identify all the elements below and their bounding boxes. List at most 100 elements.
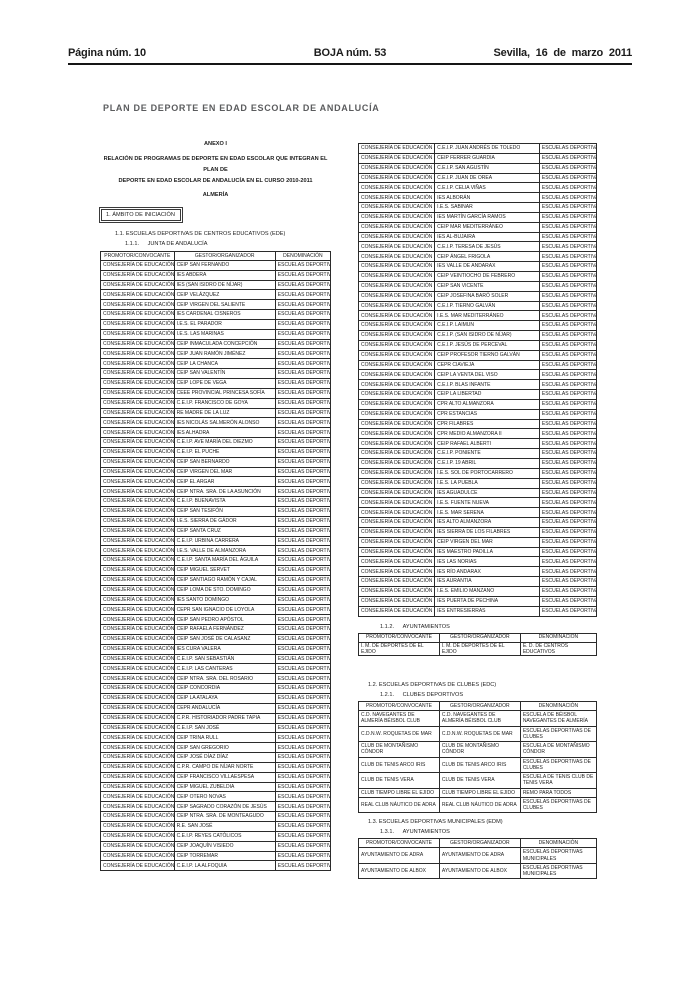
ayuntamientos-table: PROMOTOR/CONVOCANTE GESTOR/ORGANIZADOR D… xyxy=(358,632,598,656)
anexo-heading: ANEXO I xyxy=(203,141,227,147)
table-cell: ESCUELAS DEPORTIVAS DE CLUBES xyxy=(519,725,598,742)
ambito-iniciacion-box: 1. ÁMBITO DE INICIACIÓN xyxy=(99,206,183,223)
table-cell: ESCUELAS DEPORTIVAS xyxy=(274,318,332,330)
column-header-denominacion: DENOMINACIÓN xyxy=(519,632,598,643)
table-cell: CONSEJERÍA DE EDUCACIÓN xyxy=(100,476,175,488)
table-cell: CPR ESTANCIAS xyxy=(434,408,540,420)
table-cell: IES SANTO DOMINGO xyxy=(173,594,276,606)
table-cell: CONSEJERÍA DE EDUCACIÓN xyxy=(100,801,175,813)
table-row: CONSEJERÍA DE EDUCACIÓN CEIP SANTA CRUZ ES… xyxy=(100,525,332,537)
table-cell: ESCUELAS DEPORTIVAS xyxy=(274,486,332,498)
table-row: CONSEJERÍA DE EDUCACIÓN CEIP VIRGEN DEL M… xyxy=(100,466,332,478)
table-cell: CONSEJERÍA DE EDUCACIÓN xyxy=(100,604,175,616)
table-cell: CONSEJERÍA DE EDUCACIÓN xyxy=(100,299,175,311)
table-cell: I.E.S. MAR MEDITERRÁNEO xyxy=(434,310,540,322)
table-cell: ESCUELAS DEPORTIVAS xyxy=(274,860,332,872)
table-cell: ESCUELAS DEPORTIVAS xyxy=(538,576,598,587)
table-cell: ESCUELAS DEPORTIVAS DE CLUBES xyxy=(519,756,598,773)
table-cell: CONSEJERÍA DE EDUCACIÓN xyxy=(357,310,436,322)
table-cell: ESCUELAS DEPORTIVAS xyxy=(538,251,598,263)
table-cell: CONSEJERÍA DE EDUCACIÓN xyxy=(100,309,175,320)
table-row: CONSEJERÍA DE EDUCACIÓN CPR ESTANCIAS ESCU… xyxy=(357,408,598,420)
table-header-row: PROMOTOR/CONVOCANTE GESTOR/ORGANIZADOR D… xyxy=(358,632,598,643)
table-cell: ESCUELAS DEPORTIVAS xyxy=(538,448,598,459)
issue-date: Sevilla, 16 de marzo 2011 xyxy=(493,47,633,59)
table-cell: CONSEJERÍA DE EDUCACIÓN xyxy=(357,300,436,312)
table-cell: CONSEJERÍA DE EDUCACIÓN xyxy=(100,565,175,576)
table-cell: C.E.I.P. REYES CATÓLICOS xyxy=(173,830,276,842)
table-cell: CONSEJERÍA DE EDUCACIÓN xyxy=(100,535,175,547)
section-number: 1.1.2. xyxy=(380,623,394,630)
table-cell: ESCUELAS DEPORTIVAS xyxy=(274,801,332,813)
table-cell: I.E.S. SOL DE PORTOCARRERO xyxy=(434,467,540,479)
table-cell: ESCUELAS DEPORTIVAS xyxy=(274,702,332,714)
table-row: CONSEJERÍA DE EDUCACIÓN C.E.I.P. EL PUCHE… xyxy=(100,446,332,458)
table-cell: CEIP MIGUEL SERVET xyxy=(173,565,276,576)
table-row: CONSEJERÍA DE EDUCACIÓN I.E.S. EMILIO MAN… xyxy=(357,585,598,597)
table-cell: CONSEJERÍA DE EDUCACIÓN xyxy=(357,487,436,499)
table-cell: ESCUELAS DEPORTIVAS xyxy=(274,496,332,507)
table-row: CONSEJERÍA DE EDUCACIÓN CEIP VEINTIOCHO D… xyxy=(357,270,598,282)
table-row: CONSEJERÍA DE EDUCACIÓN IES PUERTA DE PEC… xyxy=(357,595,598,607)
table-cell: AYUNTAMIENTO DE ADRA xyxy=(438,847,521,864)
table-row: CONSEJERÍA DE EDUCACIÓN I.E.S. MAR MEDITE… xyxy=(357,310,598,322)
table-cell: CONSEJERÍA DE EDUCACIÓN xyxy=(357,369,436,381)
table-cell: CONSEJERÍA DE EDUCACIÓN xyxy=(100,437,175,448)
table-row: CONSEJERÍA DE EDUCACIÓN IES (SAN ISIDRO D… xyxy=(100,279,332,291)
table-cell: ESCUELAS DEPORTIVAS xyxy=(538,359,598,371)
table-cell: C.E.I.P. JESÚS DE PERCEVAL xyxy=(434,339,540,351)
table-cell: ESCUELAS DEPORTIVAS xyxy=(538,270,598,282)
table-cell: ESCUELAS DEPORTIVAS xyxy=(274,840,332,852)
table-cell: ESCUELAS DEPORTIVAS xyxy=(538,241,598,253)
table-cell: CONSEJERÍA DE EDUCACIÓN xyxy=(357,172,436,184)
table-cell: CEIP LOPE DE VEGA xyxy=(173,378,276,389)
table-cell: IES LAS NORIAS xyxy=(434,556,540,568)
table-cell: CONSEJERÍA DE EDUCACIÓN xyxy=(100,840,175,852)
table-row: CONSEJERÍA DE EDUCACIÓN CEIP FRANCISCO VI… xyxy=(100,771,332,783)
table-row: CONSEJERÍA DE EDUCACIÓN CEIP JUAN RAMÓN J… xyxy=(100,348,332,360)
table-cell: CONSEJERÍA DE EDUCACIÓN xyxy=(357,556,436,568)
table-cell: I.E.S. SABINAR xyxy=(434,202,540,213)
table-cell: ESCUELAS DEPORTIVAS xyxy=(274,683,332,694)
table-cell: CONSEJERÍA DE EDUCACIÓN xyxy=(357,448,436,459)
table-cell: ESCUELAS DEPORTIVAS xyxy=(274,604,332,616)
table-row: CONSEJERÍA DE EDUCACIÓN CEIP INMACULADA C… xyxy=(100,338,332,350)
table-cell: CONSEJERÍA DE EDUCACIÓN xyxy=(100,318,175,330)
table-cell: CEIP SAN BERNARDO xyxy=(173,456,276,468)
table-row: CONSEJERÍA DE EDUCACIÓN IES RÍO ANDARAX ES… xyxy=(357,566,598,578)
table-row: CONSEJERÍA DE EDUCACIÓN IES ENTRESIERRAS E… xyxy=(357,605,598,617)
anexo-subtitle: RELACIÓN DE PROGRAMAS DE DEPORTE EN EDAD… xyxy=(100,154,331,188)
table-cell: ESCUELAS DEPORTIVAS xyxy=(274,535,332,547)
table-cell: ESCUELAS DEPORTIVAS xyxy=(538,507,598,519)
table-cell: ESCUELAS DEPORTIVAS xyxy=(274,437,332,448)
table-row: CONSEJERÍA DE EDUCACIÓN CEIP OTERO NOVAS E… xyxy=(100,791,332,803)
table-cell: IES ABDERA xyxy=(173,269,276,281)
table-cell: ESCUELAS DEPORTIVAS xyxy=(274,348,332,360)
table-cell: ESCUELAS DEPORTIVAS xyxy=(274,309,332,320)
table-row: CONSEJERÍA DE EDUCACIÓN C.E.I.P. FRANCISC… xyxy=(100,397,332,409)
table-row: CONSEJERÍA DE EDUCACIÓN IES ALTO ALMANZOR… xyxy=(357,517,598,528)
table-cell: REAL CLUB NÁUTICO DE ADRA xyxy=(358,796,440,814)
table-row: CONSEJERÍA DE EDUCACIÓN IES ALHADRA ESCUEL… xyxy=(100,427,332,439)
table-row: CONSEJERÍA DE EDUCACIÓN C.E.I.P. REYES CA… xyxy=(100,830,332,842)
table-cell: CEIP LA LIBERTAD xyxy=(434,389,540,400)
column-header-gestor: GESTOR/ORGANIZADOR xyxy=(438,838,521,849)
table-cell: ESCUELAS DEPORTIVAS xyxy=(538,517,598,528)
table-cell: ESCUELAS DEPORTIVAS xyxy=(538,428,598,440)
table-cell: CEIP SAGRADO CORAZÓN DE JESÚS xyxy=(173,801,276,813)
table-cell: ESCUELAS DEPORTIVAS xyxy=(538,487,598,499)
table-cell: CLUB TIEMPO LIBRE EL EJIDO xyxy=(438,787,521,798)
table-row: CONSEJERÍA DE EDUCACIÓN RE MADRE DE LA LU… xyxy=(100,407,332,419)
table-cell: ESCUELAS DEPORTIVAS xyxy=(538,143,598,154)
table-cell: CEIP RAFAEL ALBERTI xyxy=(434,438,540,450)
table-row: CONSEJERÍA DE EDUCACIÓN C.E.I.P. URBINA C… xyxy=(100,535,332,547)
table-cell: CONSEJERÍA DE EDUCACIÓN xyxy=(100,397,175,409)
table-cell: CONSEJERÍA DE EDUCACIÓN xyxy=(357,497,436,509)
table-row: AYUNTAMIENTO DE ALBOX AYUNTAMIENTO DE ALB… xyxy=(358,862,598,880)
table-cell: CEIP LA CHANCA xyxy=(173,358,276,370)
table-cell: CONSEJERÍA DE EDUCACIÓN xyxy=(100,407,175,419)
table-row: CONSEJERÍA DE EDUCACIÓN C.E.I.P. BUENAVIS… xyxy=(100,496,332,507)
table-cell: C.E.I.P. BLAS INFANTE xyxy=(434,379,540,391)
table-cell: CLUB DE TENIS VERA xyxy=(358,772,440,789)
table-cell: CEIP JOSEFINA BARÓ SOLER xyxy=(434,290,540,302)
